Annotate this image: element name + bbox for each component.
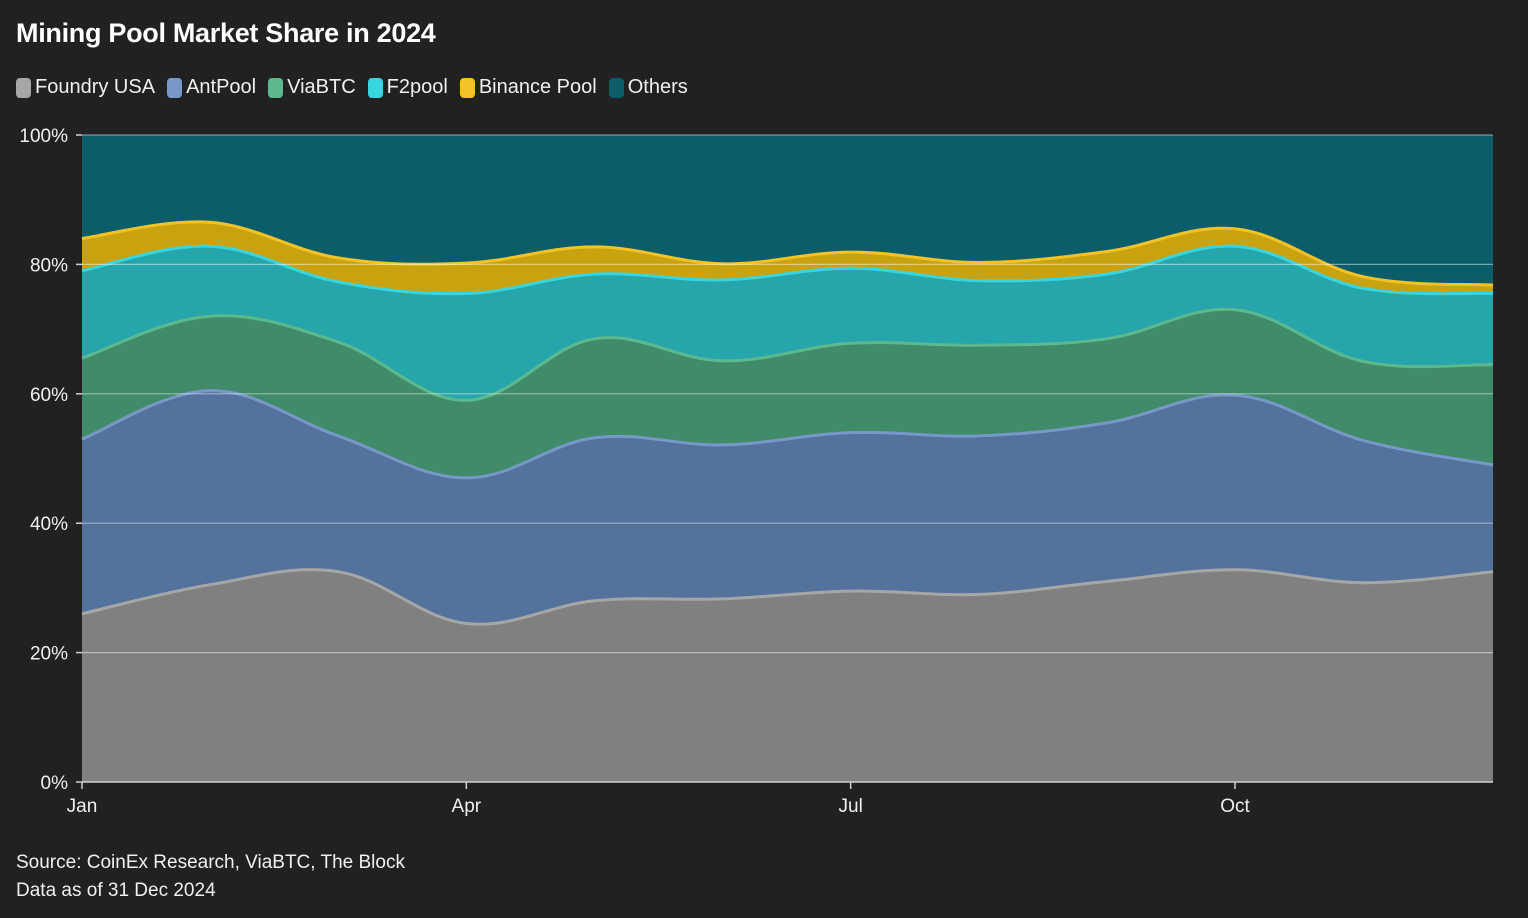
- y-tick-label: 40%: [30, 514, 68, 535]
- x-tick-label: Oct: [1220, 796, 1250, 817]
- area-antpool: [82, 390, 1493, 625]
- x-tick-label: Jul: [839, 796, 863, 817]
- legend-item-foundry-usa[interactable]: Foundry USA: [16, 76, 155, 99]
- y-tick-label: 60%: [30, 385, 68, 406]
- y-tick-label: 20%: [30, 644, 68, 665]
- legend-label: ViaBTC: [287, 76, 356, 98]
- line-antpool: [81, 389, 1494, 480]
- data-date-note: Data as of 31 Dec 2024: [16, 880, 216, 901]
- area-layers: [82, 135, 1493, 782]
- area-f2pool: [82, 246, 1493, 401]
- legend-label: Binance Pool: [478, 76, 597, 98]
- legend-item-viabtc[interactable]: ViaBTC: [268, 76, 356, 99]
- legend-label: Others: [627, 76, 688, 98]
- legend-swatch: [608, 77, 624, 98]
- line-f2pool: [81, 244, 1494, 296]
- legend-swatch: [167, 77, 183, 98]
- area-binance-pool: [82, 221, 1493, 294]
- y-tick-label: 100%: [19, 126, 68, 147]
- legend-swatch: [268, 77, 284, 98]
- area-viabtc: [82, 309, 1493, 478]
- legend-label: Foundry USA: [35, 76, 156, 98]
- x-tick-label: Apr: [452, 796, 482, 817]
- stacked-area-chart: 0% 20% 40% 60% 80% 100% Jan Apr Jul Oct: [19, 126, 1494, 817]
- area-boundary-lines: [81, 220, 1494, 626]
- x-tick-label: Jan: [67, 796, 98, 817]
- area-foundry-usa: [82, 569, 1493, 782]
- chart-legend: Foundry USA AntPool ViaBTC F2pool Binanc…: [16, 76, 688, 99]
- line-foundry-usa: [81, 568, 1494, 626]
- legend-swatch: [459, 77, 475, 98]
- legend-item-others[interactable]: Others: [608, 76, 688, 99]
- legend-label: F2pool: [386, 76, 448, 98]
- area-others: [82, 135, 1493, 286]
- source-note: Source: CoinEx Research, ViaBTC, The Blo…: [16, 852, 405, 873]
- y-tick-label: 0%: [41, 773, 69, 794]
- legend-item-f2pool[interactable]: F2pool: [367, 76, 448, 99]
- legend-item-antpool[interactable]: AntPool: [167, 76, 256, 99]
- legend-swatch: [367, 77, 383, 98]
- chart-title: Mining Pool Market Share in 2024: [16, 18, 436, 48]
- gridlines: [82, 134, 1493, 654]
- legend-label: AntPool: [186, 76, 257, 98]
- line-viabtc: [81, 307, 1494, 402]
- chart-footer: Source: CoinEx Research, ViaBTC, The Blo…: [16, 849, 405, 905]
- legend-item-binance-pool[interactable]: Binance Pool: [459, 76, 597, 99]
- legend-swatch: [16, 77, 31, 98]
- line-binance-pool: [81, 220, 1494, 287]
- axes: 0% 20% 40% 60% 80% 100% Jan Apr Jul Oct: [19, 126, 1493, 817]
- y-tick-label: 80%: [30, 255, 68, 276]
